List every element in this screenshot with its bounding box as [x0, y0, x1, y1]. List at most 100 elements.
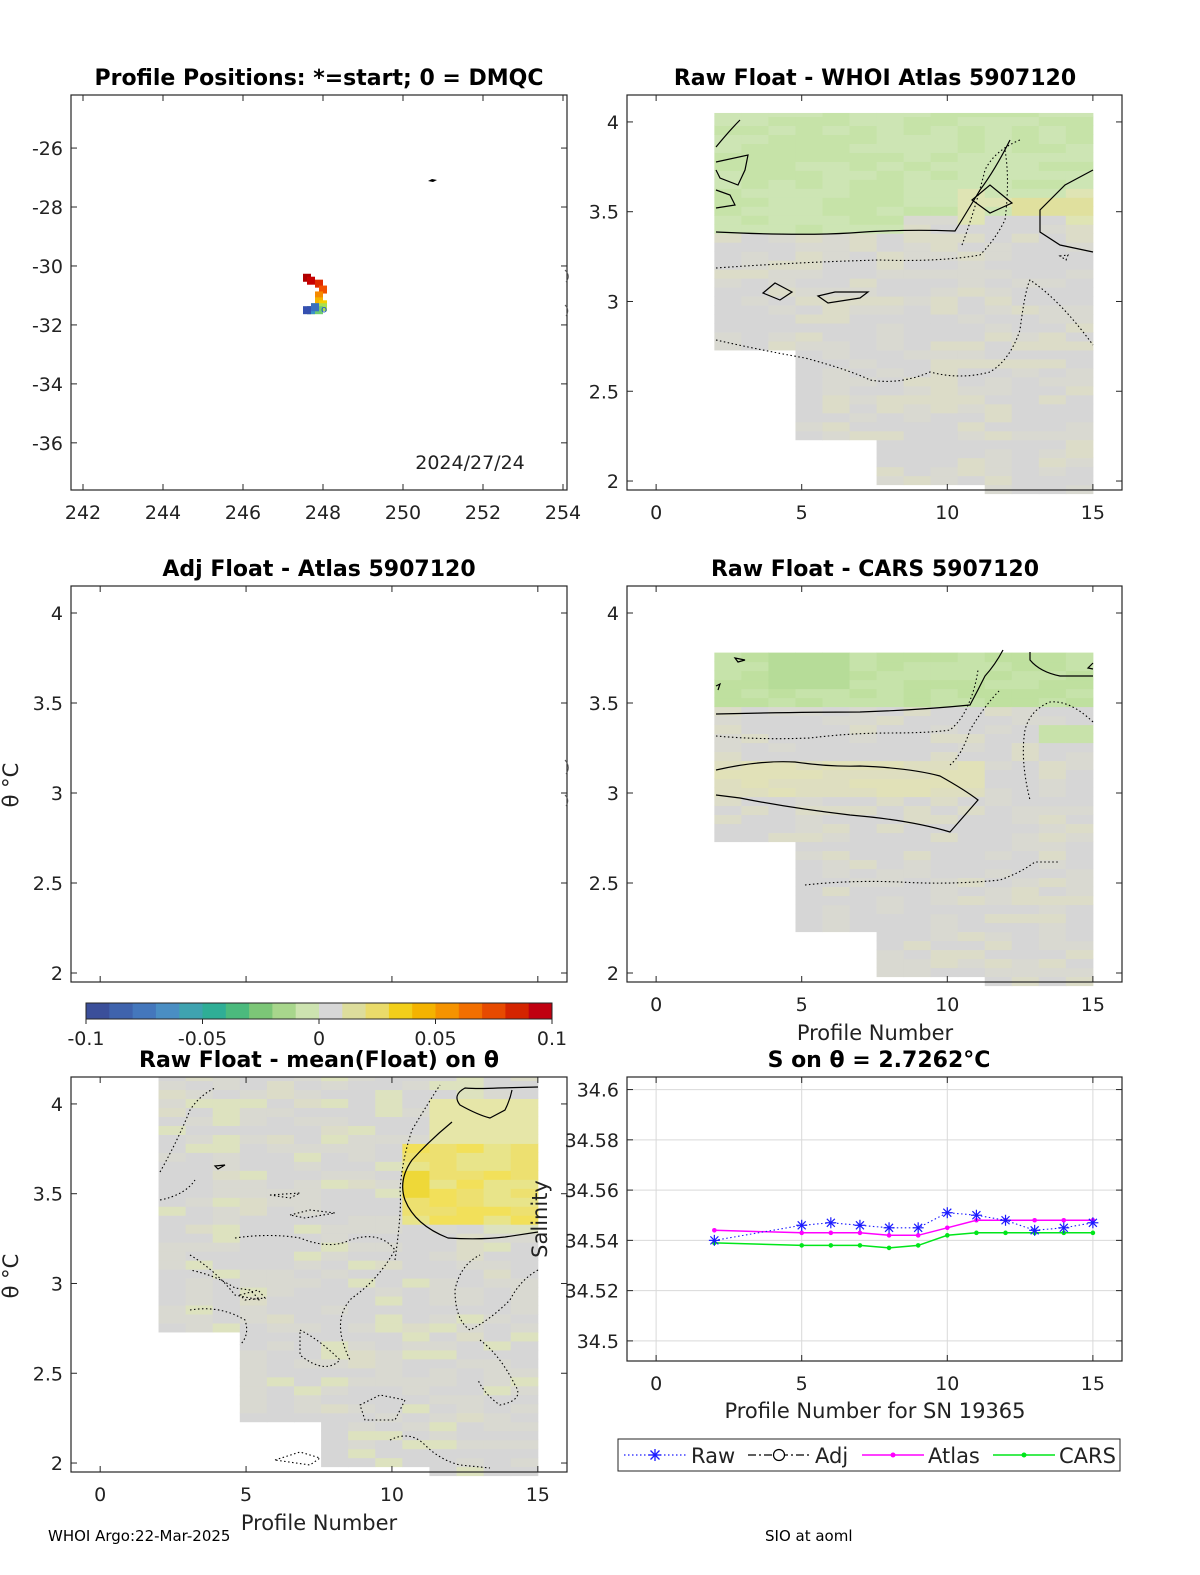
cars-cell	[741, 706, 769, 717]
cars-cell	[903, 841, 932, 852]
whoi-cell	[741, 242, 769, 252]
whoi-cell	[768, 188, 796, 198]
salinity-atlas-point	[886, 1233, 892, 1238]
whoi-cell	[876, 314, 905, 324]
positions-title: Profile Positions: *=start; 0 = DMQC	[94, 66, 543, 91]
whoi-cell	[876, 367, 905, 378]
whoi-cell	[930, 466, 959, 477]
salinity-atlas-point	[1032, 1217, 1037, 1223]
colorbar-cell	[319, 1003, 343, 1019]
whoi-cell	[930, 385, 959, 396]
mean-cell	[429, 1421, 458, 1432]
cars-cell	[957, 904, 986, 915]
cars-cell	[930, 877, 959, 888]
mean-cell	[402, 1385, 430, 1396]
whoi-cell	[714, 287, 742, 297]
cars-cell	[930, 823, 959, 834]
whoi-cell	[876, 323, 905, 333]
mean-cell	[429, 1251, 458, 1261]
mean-cell	[348, 1143, 376, 1153]
cars-cell	[741, 769, 769, 780]
mean-cell	[239, 1080, 268, 1091]
whoi-cell	[741, 340, 769, 351]
mean-cell	[321, 1143, 349, 1153]
mean-cell	[510, 1367, 539, 1378]
whoi-cell	[903, 367, 932, 378]
mean-cell	[239, 1376, 268, 1387]
whoi-cell	[1038, 215, 1067, 225]
cars-cell	[822, 679, 851, 690]
whoi-cell	[822, 215, 851, 225]
mean-cell	[429, 1305, 458, 1315]
whoi-cell	[957, 412, 986, 423]
whoi-cell	[876, 188, 905, 198]
cars-cell	[849, 796, 878, 807]
coastline-edge-mark	[564, 759, 569, 775]
whoi-cell	[849, 134, 878, 144]
whoi-cell	[741, 188, 769, 198]
whoi-cell	[1038, 296, 1067, 306]
cars-cell	[1038, 886, 1067, 897]
whoi-cell	[1011, 323, 1040, 333]
cars-cell	[984, 670, 1013, 681]
whoi-cell	[903, 430, 932, 441]
mean-cell	[429, 1430, 458, 1441]
mean-cell	[348, 1080, 376, 1091]
cars-cell	[876, 751, 905, 762]
cars-cell	[1011, 823, 1040, 834]
whoi-cell	[930, 260, 959, 270]
cars-cell	[984, 733, 1013, 744]
mean-cell	[510, 1098, 539, 1109]
salinity-raw-point	[941, 1207, 953, 1219]
mean-cell	[402, 1098, 430, 1109]
mean-cell	[429, 1233, 458, 1243]
cars-cell	[903, 688, 932, 699]
whoi-cell	[876, 358, 905, 369]
whoi-cell	[984, 251, 1013, 261]
mean-cell	[321, 1242, 349, 1252]
whoi-cell	[984, 116, 1013, 127]
mean-cell	[348, 1107, 376, 1117]
whoi-cell	[957, 385, 986, 396]
mean-cell	[429, 1457, 458, 1468]
positions-panel: Profile Positions: *=start; 0 = DMQC 242…	[32, 66, 581, 524]
mean-cell	[293, 1161, 322, 1171]
cars-cell	[903, 895, 932, 906]
cars-cell	[903, 886, 932, 897]
salinity-cars-point	[915, 1243, 921, 1248]
colorbar-cell	[388, 1003, 413, 1019]
whoi-cell	[1065, 385, 1094, 396]
mean-cell	[266, 1077, 295, 1082]
whoi-cell	[1038, 323, 1067, 333]
whoi-cell	[903, 314, 932, 324]
cars-title: Raw Float - CARS 5907120	[711, 557, 1039, 582]
whoi-cell	[930, 251, 959, 261]
whoi-cell	[1038, 188, 1067, 198]
mean-cell	[239, 1077, 268, 1082]
whoi-cell	[768, 269, 796, 279]
whoi-cell	[930, 161, 959, 171]
mean-cell	[348, 1430, 376, 1441]
cars-cell	[930, 886, 959, 897]
track-point	[311, 303, 319, 312]
whoi-cell	[903, 152, 932, 162]
mean-cell	[429, 1394, 458, 1405]
mean-cell	[510, 1305, 539, 1315]
cars-cell	[1065, 751, 1094, 762]
cars-cell	[903, 904, 932, 915]
whoi-cell	[1065, 430, 1094, 441]
cars-cell	[876, 787, 905, 798]
cars-cell	[714, 805, 742, 816]
cars-cell	[1011, 814, 1040, 825]
mean-cell	[185, 1080, 214, 1091]
cars-ytick-label: 2.5	[589, 873, 619, 895]
whoi-cell	[822, 296, 851, 306]
cars-cell	[876, 661, 905, 672]
whoi-cell	[1011, 358, 1040, 369]
salinity-atlas-point	[857, 1230, 863, 1236]
whoi-cell	[768, 224, 796, 234]
whoi-cell	[714, 161, 742, 171]
whoi-cell	[714, 188, 742, 198]
mean-cell	[402, 1143, 430, 1153]
whoi-cell	[1065, 466, 1094, 477]
